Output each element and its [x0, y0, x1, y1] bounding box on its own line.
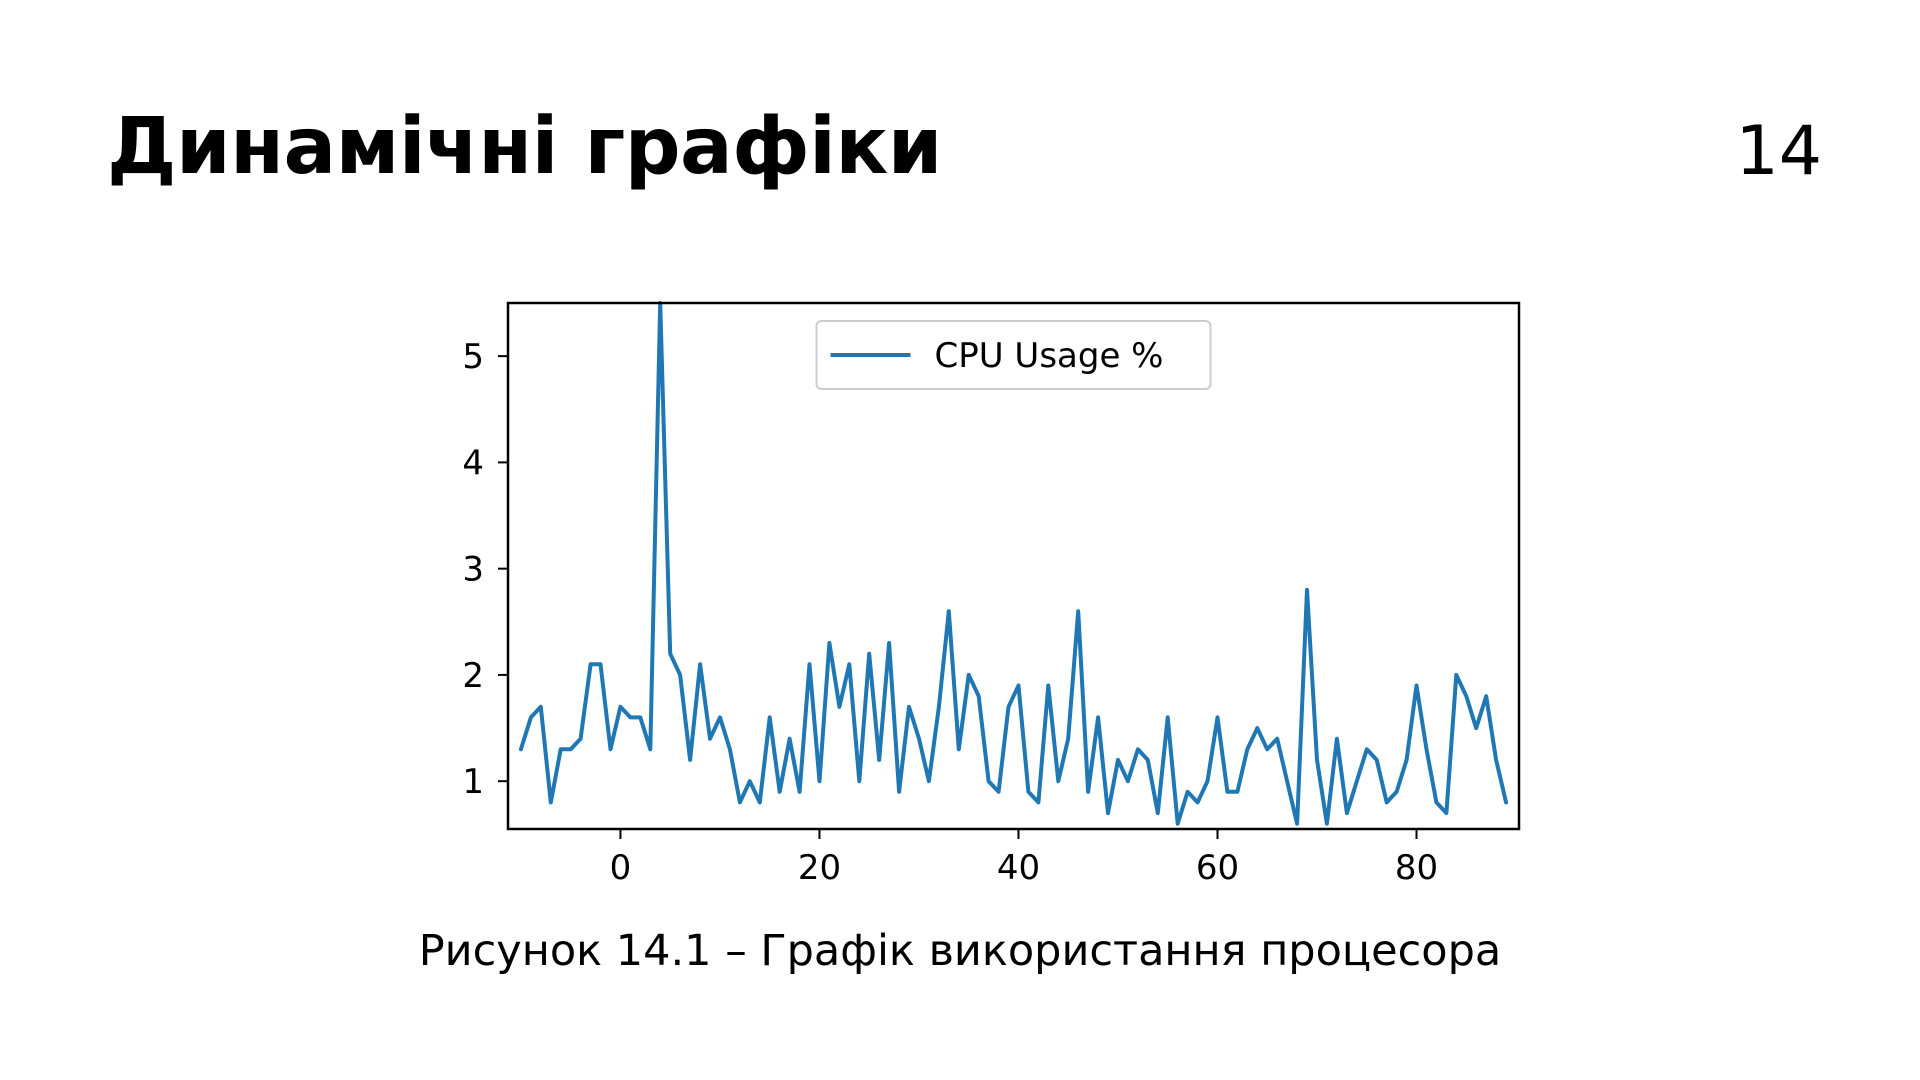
x-tick-label-0: 0: [610, 848, 632, 888]
series-layer: [518, 301, 1509, 826]
y-tick-label-4: 5: [462, 337, 484, 377]
legend-box: [815, 320, 1212, 390]
legend-label: CPU Usage %: [935, 336, 1164, 376]
y-tick-label-2: 3: [462, 550, 484, 590]
slide-number: 14: [1735, 112, 1822, 191]
x-tick-label-2: 40: [997, 848, 1040, 888]
x-tick-label-3: 60: [1196, 848, 1239, 888]
x-tick-label-1: 20: [798, 848, 841, 888]
x-tick-label-4: 80: [1395, 848, 1438, 888]
y-tick-label-1: 2: [462, 656, 484, 696]
slide-title: Динамічні графіки: [107, 102, 942, 192]
plot-frame: [506, 301, 1521, 831]
y-tick-label-3: 4: [462, 443, 484, 483]
y-tick-label-0: 1: [462, 762, 484, 802]
ticks-layer: 0 20 40 60 80 1 2 3 4 5: [462, 337, 1438, 888]
figure-caption: Рисунок 14.1 – Графік використання проце…: [418, 926, 1502, 976]
series-line-cpu-usage: [518, 301, 1509, 826]
legend: CPU Usage %: [815, 320, 1212, 390]
